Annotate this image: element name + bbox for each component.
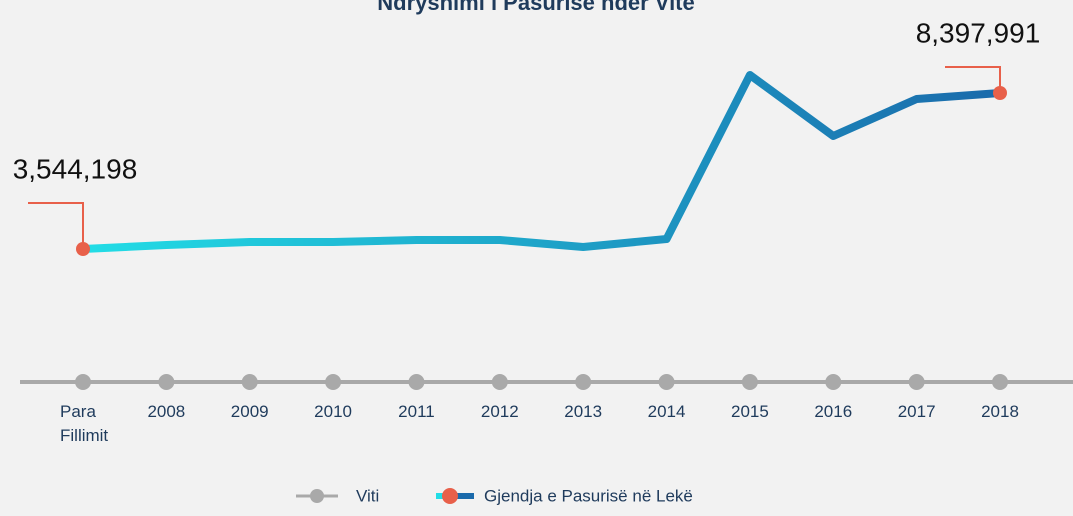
x-tick-dot xyxy=(158,374,175,390)
chart-title: Ndryshimi i Pasurisë ndër Vite xyxy=(377,0,695,15)
x-tick-label: 2017 xyxy=(897,402,936,421)
legend-series-swatch2 xyxy=(455,493,474,499)
x-tick-label: 2009 xyxy=(230,402,269,421)
value-label: 3,544,198 xyxy=(13,153,138,184)
x-tick-dot xyxy=(408,374,425,390)
x-tick-label: 2018 xyxy=(981,402,1019,421)
x-tick-dot xyxy=(741,374,758,390)
value-label: 8,397,991 xyxy=(916,17,1041,48)
x-tick-label: 2008 xyxy=(147,402,186,421)
x-tick-label: 2010 xyxy=(314,402,352,421)
legend-series-dot xyxy=(442,488,458,504)
legend-axis-dot xyxy=(310,489,324,503)
x-tick-dot xyxy=(491,374,508,390)
x-tick-label: 2011 xyxy=(398,402,435,421)
x-tick-dot xyxy=(325,374,342,390)
x-tick-dot xyxy=(241,374,258,390)
line xyxy=(82,71,1001,253)
x-tick-label: 2013 xyxy=(564,402,603,421)
x-tick-dot xyxy=(908,374,925,390)
annotation-leader xyxy=(945,65,1001,93)
x-tick-label: 2015 xyxy=(730,402,769,421)
x-tick-label: 2016 xyxy=(814,402,853,421)
x-tick-label: Para Fillimit xyxy=(60,402,109,445)
legend-label: Viti xyxy=(356,486,379,505)
x-tick-label: 2012 xyxy=(480,402,519,421)
x-tick-label: 2014 xyxy=(647,402,686,421)
x-tick-dot xyxy=(992,374,1008,390)
x-tick-dot xyxy=(575,374,592,390)
x-tick-dot xyxy=(825,374,842,390)
annotation-leader xyxy=(28,202,84,249)
point xyxy=(993,85,1007,100)
legend-label: Gjendja e Pasurisë në Lekë xyxy=(484,486,693,505)
x-tick-dot xyxy=(75,374,91,390)
point xyxy=(76,242,90,256)
x-tick-dot xyxy=(658,374,675,390)
